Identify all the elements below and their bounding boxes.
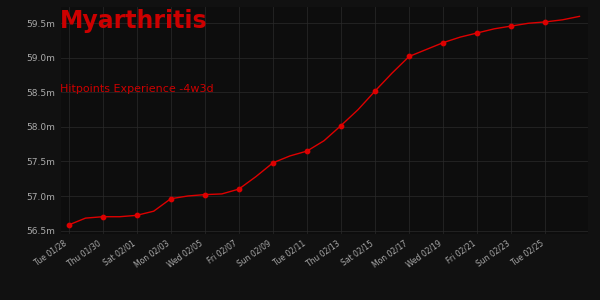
Point bbox=[200, 192, 209, 197]
Point bbox=[370, 88, 380, 93]
Point bbox=[336, 123, 346, 128]
Point bbox=[404, 54, 414, 59]
Text: Myarthritis: Myarthritis bbox=[60, 9, 208, 33]
Point bbox=[541, 20, 550, 24]
Point bbox=[506, 24, 516, 28]
Point bbox=[439, 40, 448, 45]
Point bbox=[268, 160, 278, 165]
Point bbox=[472, 31, 482, 35]
Point bbox=[302, 149, 312, 154]
Point bbox=[166, 196, 176, 201]
Point bbox=[234, 187, 244, 191]
Text: Hitpoints Experience -4w3d: Hitpoints Experience -4w3d bbox=[60, 84, 214, 94]
Point bbox=[98, 214, 107, 219]
Point bbox=[132, 213, 142, 218]
Point bbox=[64, 223, 73, 227]
